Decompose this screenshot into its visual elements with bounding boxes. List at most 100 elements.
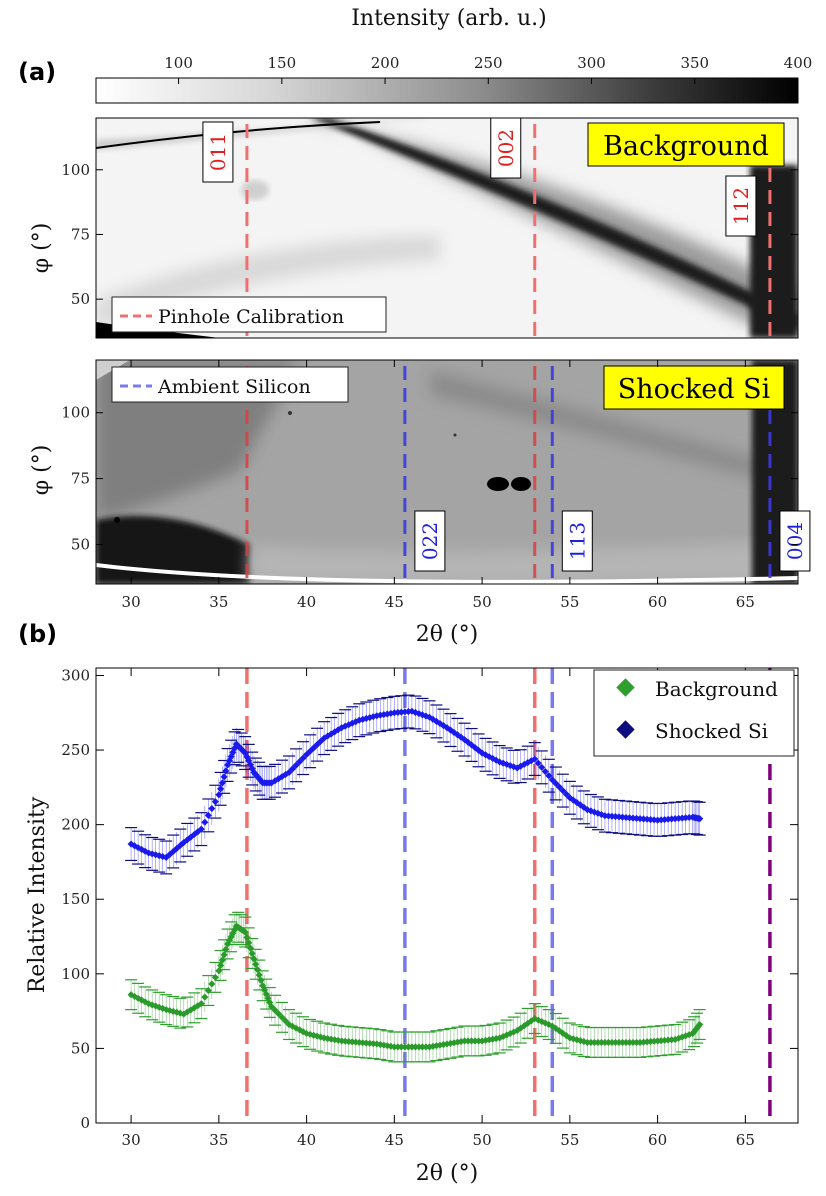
peak-label-022: 022	[418, 522, 442, 560]
peak-label-box	[490, 117, 522, 179]
data-point	[218, 779, 226, 787]
data-point	[545, 772, 553, 780]
data-point	[250, 955, 258, 963]
bottom-y-axis-title: φ (°)	[29, 445, 54, 496]
chart-x-tick-label: 30	[122, 1131, 141, 1149]
data-point	[538, 763, 546, 771]
background-title: Background	[603, 131, 769, 162]
y-tick-label: 50	[71, 290, 90, 308]
chart-y-axis-title: Relative Intensity	[25, 796, 50, 993]
chart-x-tick-label: 40	[297, 1131, 316, 1149]
ambient-silicon-legend: Ambient Silicon	[111, 366, 349, 403]
chart-y-tick-label: 50	[71, 1039, 90, 1057]
y-tick-label: 100	[61, 404, 90, 422]
data-point	[241, 928, 249, 936]
data-point	[215, 791, 223, 799]
data-point	[257, 976, 265, 984]
data-point	[217, 785, 225, 793]
colorbar-tick-label: 150	[268, 54, 297, 72]
y-tick-label: 75	[71, 470, 90, 488]
data-point	[271, 1006, 279, 1014]
chart-x-tick-label: 65	[736, 1131, 755, 1149]
data-point	[208, 804, 216, 813]
data-point	[222, 945, 230, 953]
shocked-si-title-box: Shocked Si	[603, 365, 785, 410]
data-point	[696, 815, 704, 823]
x-tick-label: 55	[560, 593, 579, 611]
data-point	[220, 773, 228, 781]
data-point	[531, 755, 539, 763]
y-tick-label: 75	[71, 225, 90, 243]
series-shocked-si	[125, 694, 706, 875]
colorbar-tick-label: 250	[474, 54, 503, 72]
data-point	[197, 825, 205, 833]
data-point	[278, 1013, 286, 1021]
data-point	[252, 960, 260, 968]
chart-y-tick-label: 0	[80, 1114, 90, 1132]
chart-y-tick-label: 300	[61, 666, 90, 684]
peak-label-box	[414, 510, 446, 572]
colorbar: Intensity (arb. u.) 100 150 200 250 300 350 40…	[95, 6, 813, 104]
data-point	[552, 779, 560, 788]
data-point	[211, 798, 219, 806]
shocked-si-title: Shocked Si	[618, 374, 771, 405]
chart-x-tick-label: 55	[560, 1131, 579, 1149]
chart-legend: Background Shocked Si	[593, 669, 795, 757]
data-point	[296, 758, 304, 766]
chart-y-tick-label: 250	[61, 741, 90, 759]
data-point	[559, 787, 567, 795]
panel-label-a: (a)	[18, 58, 56, 86]
x-tick-label: 35	[209, 593, 228, 611]
data-point	[245, 939, 253, 947]
peak-label-002: 002	[494, 129, 518, 167]
x-tick-label: 50	[473, 593, 492, 611]
chart-x-tick-label: 50	[473, 1131, 492, 1149]
y-tick-label: 100	[61, 161, 90, 179]
colorbar-tick-label: 350	[680, 54, 709, 72]
data-point	[282, 1017, 290, 1025]
data-point	[289, 765, 297, 773]
data-point	[274, 1010, 283, 1018]
colorbar-title: Intensity (arb. u.)	[351, 6, 547, 31]
data-point	[548, 776, 556, 784]
data-point	[201, 818, 209, 826]
top-y-axis-title: φ (°)	[29, 223, 54, 274]
data-point	[215, 967, 223, 975]
data-point	[285, 768, 293, 776]
peak-label-box	[561, 510, 593, 572]
pinhole-calibration-legend: Pinhole Calibration	[111, 296, 387, 333]
data-point	[211, 973, 219, 981]
data-point	[218, 956, 226, 964]
data-point	[299, 754, 307, 762]
peak-label-113: 113	[565, 522, 589, 560]
shocked-si-image-panel: 022 113 004 Shocked Si Ambient Silicon 50 7…	[29, 359, 811, 647]
data-point	[696, 1021, 704, 1029]
data-point	[220, 951, 228, 959]
peak-label-112: 112	[729, 187, 753, 225]
x-tick-label: 45	[385, 593, 404, 611]
data-point	[217, 961, 225, 970]
x-tick-label: 40	[297, 593, 316, 611]
y-tick-label: 50	[71, 535, 90, 553]
data-point	[246, 944, 254, 952]
colorbar-gradient	[95, 77, 799, 104]
colorbar-tick-label: 300	[577, 54, 606, 72]
background-title-box: Background	[587, 122, 785, 167]
data-point	[208, 980, 216, 988]
peak-label-011: 011	[206, 133, 230, 171]
x-tick-label: 65	[736, 593, 755, 611]
colorbar-tick-label: 400	[784, 54, 813, 72]
data-point	[248, 949, 256, 958]
data-point	[292, 761, 300, 769]
legend-label-shocked-si: Shocked Si	[655, 719, 768, 743]
chart-y-tick-label: 100	[61, 965, 90, 983]
chart-y-tick-label: 150	[61, 890, 90, 908]
pinhole-calibration-legend-label: Pinhole Calibration	[158, 306, 344, 328]
data-point	[255, 971, 263, 979]
data-point	[534, 759, 542, 767]
peak-label-004: 004	[783, 522, 807, 560]
data-point	[204, 811, 212, 819]
image-x-axis-title: 2θ (°)	[416, 622, 478, 647]
